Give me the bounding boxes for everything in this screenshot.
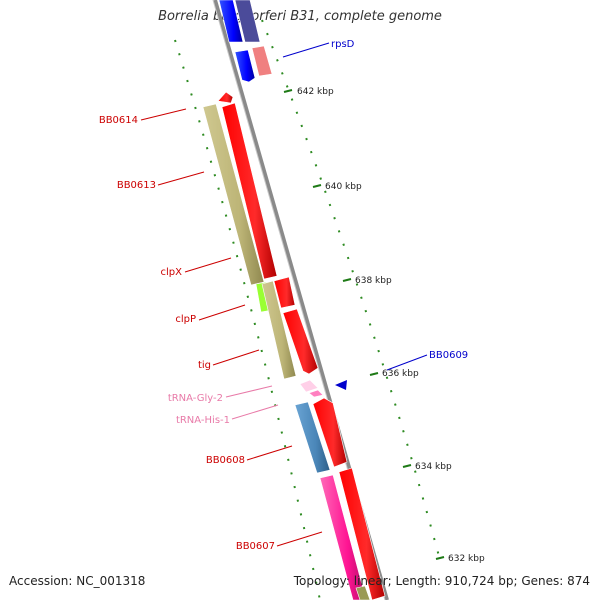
trna-his-marker [308, 389, 324, 398]
scale-label-642: 642 kbp [297, 87, 334, 97]
label-leaders [140, 42, 428, 547]
cds-bar-bb0607 [338, 467, 386, 600]
cog-bar-bb0607-pink [319, 474, 367, 600]
scale-label-632: 632 kbp [448, 554, 485, 564]
gene-label-trna-gly-2: tRNA-Gly-2 [168, 393, 223, 404]
scale-label-638: 638 kbp [355, 276, 392, 286]
gene-label-clpx: clpX [161, 267, 183, 278]
cog-bar-bottom-olive [355, 585, 371, 600]
scale-ticks [283, 89, 445, 560]
gene-label-rpsd: rpsD [331, 39, 355, 50]
genome-summary: Topology: linear; Length: 910,724 bp; Ge… [293, 574, 590, 588]
cog-bar-clpp-olive [261, 280, 297, 380]
cds-arrow-bb0609 [335, 380, 347, 390]
cog-bar-bb0614 [202, 103, 265, 286]
gene-label-clpp: clpP [175, 314, 196, 325]
cog-bar-top-blue [218, 0, 244, 43]
left-dot-track [174, 39, 321, 600]
cds-bar-clpp [282, 308, 319, 375]
accession-label: Accession: NC_001318 [9, 574, 146, 588]
scale-label-640: 640 kbp [325, 182, 362, 192]
trna-gly-marker [299, 379, 319, 393]
scale-label-634: 634 kbp [415, 462, 452, 472]
gene-label-bb0609: BB0609 [429, 350, 468, 361]
gene-label-bb0607: BB0607 [236, 541, 275, 552]
scale-label-636: 636 kbp [382, 369, 419, 379]
gene-label-tig: tig [198, 360, 211, 371]
gene-label-bb0613: BB0613 [117, 180, 156, 191]
cds-arrow-clpx [273, 276, 296, 309]
cds-arrow-bb0614 [217, 91, 234, 104]
cog-bar-rpsd-salmon [251, 45, 273, 77]
cog-track [202, 0, 371, 600]
cog-bar-top-slate [234, 0, 261, 43]
gene-label-bb0608: BB0608 [206, 455, 245, 466]
cds-arrow-bb0608 [312, 397, 348, 468]
cog-bar-rpsd-blue [234, 49, 256, 83]
cds-bar-bb0613 [221, 102, 278, 280]
cog-bar-bb0608-steel [294, 401, 331, 474]
forward-strand-track [217, 91, 386, 600]
gene-label-trna-his-1: tRNA-His-1 [176, 415, 230, 426]
gene-label-bb0614: BB0614 [99, 115, 138, 126]
